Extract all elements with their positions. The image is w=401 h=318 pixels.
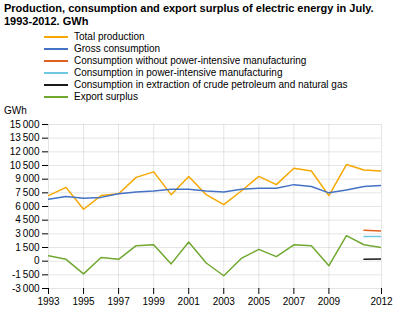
- html-text:Total production: Total production: [74, 31, 145, 42]
- svg-text:2009: 2009: [318, 296, 341, 307]
- html-text:Consumption in power-intensive: Consumption in power-intensive manufactu…: [74, 67, 283, 78]
- svg-text:1 500: 1 500: [15, 242, 40, 253]
- svg-text:3 000: 3 000: [15, 228, 40, 239]
- html-text:GWh: GWh: [4, 105, 27, 116]
- html-text:Gross consumption: Gross consumption: [74, 43, 161, 54]
- html-text:1993-2012. GWh: 1993-2012. GWh: [4, 15, 89, 27]
- svg-text:4 500: 4 500: [15, 214, 40, 225]
- html-text:Consumption without power-inte: Consumption without power-intensive manu…: [74, 55, 307, 66]
- svg-text:-3 000: -3 000: [12, 283, 40, 294]
- svg-text:9 000: 9 000: [15, 173, 40, 184]
- svg-text:2005: 2005: [248, 296, 271, 307]
- svg-text:2001: 2001: [178, 296, 201, 307]
- svg-text:2007: 2007: [283, 296, 306, 307]
- svg-text:2003: 2003: [213, 296, 236, 307]
- svg-text:-1 500: -1 500: [12, 269, 40, 280]
- svg-text:2012: 2012: [370, 296, 393, 307]
- svg-text:10 500: 10 500: [10, 160, 40, 171]
- svg-text:1999: 1999: [143, 296, 166, 307]
- svg-text:6 000: 6 000: [15, 201, 40, 212]
- html-text:Consumption in extraction of c: Consumption in extraction of crude petro…: [74, 79, 348, 90]
- svg-text:13 500: 13 500: [10, 132, 40, 143]
- html-text:Export surplus: Export surplus: [74, 91, 138, 102]
- svg-text:1995: 1995: [72, 296, 95, 307]
- svg-text:7 500: 7 500: [15, 187, 40, 198]
- svg-text:1993: 1993: [37, 296, 60, 307]
- svg-text:15 000: 15 000: [10, 119, 40, 130]
- svg-text:12 000: 12 000: [10, 146, 40, 157]
- svg-text:1997: 1997: [107, 296, 130, 307]
- html-text:Production, consumption and ex: Production, consumption and export surpl…: [4, 2, 374, 14]
- svg-text:0: 0: [34, 255, 40, 266]
